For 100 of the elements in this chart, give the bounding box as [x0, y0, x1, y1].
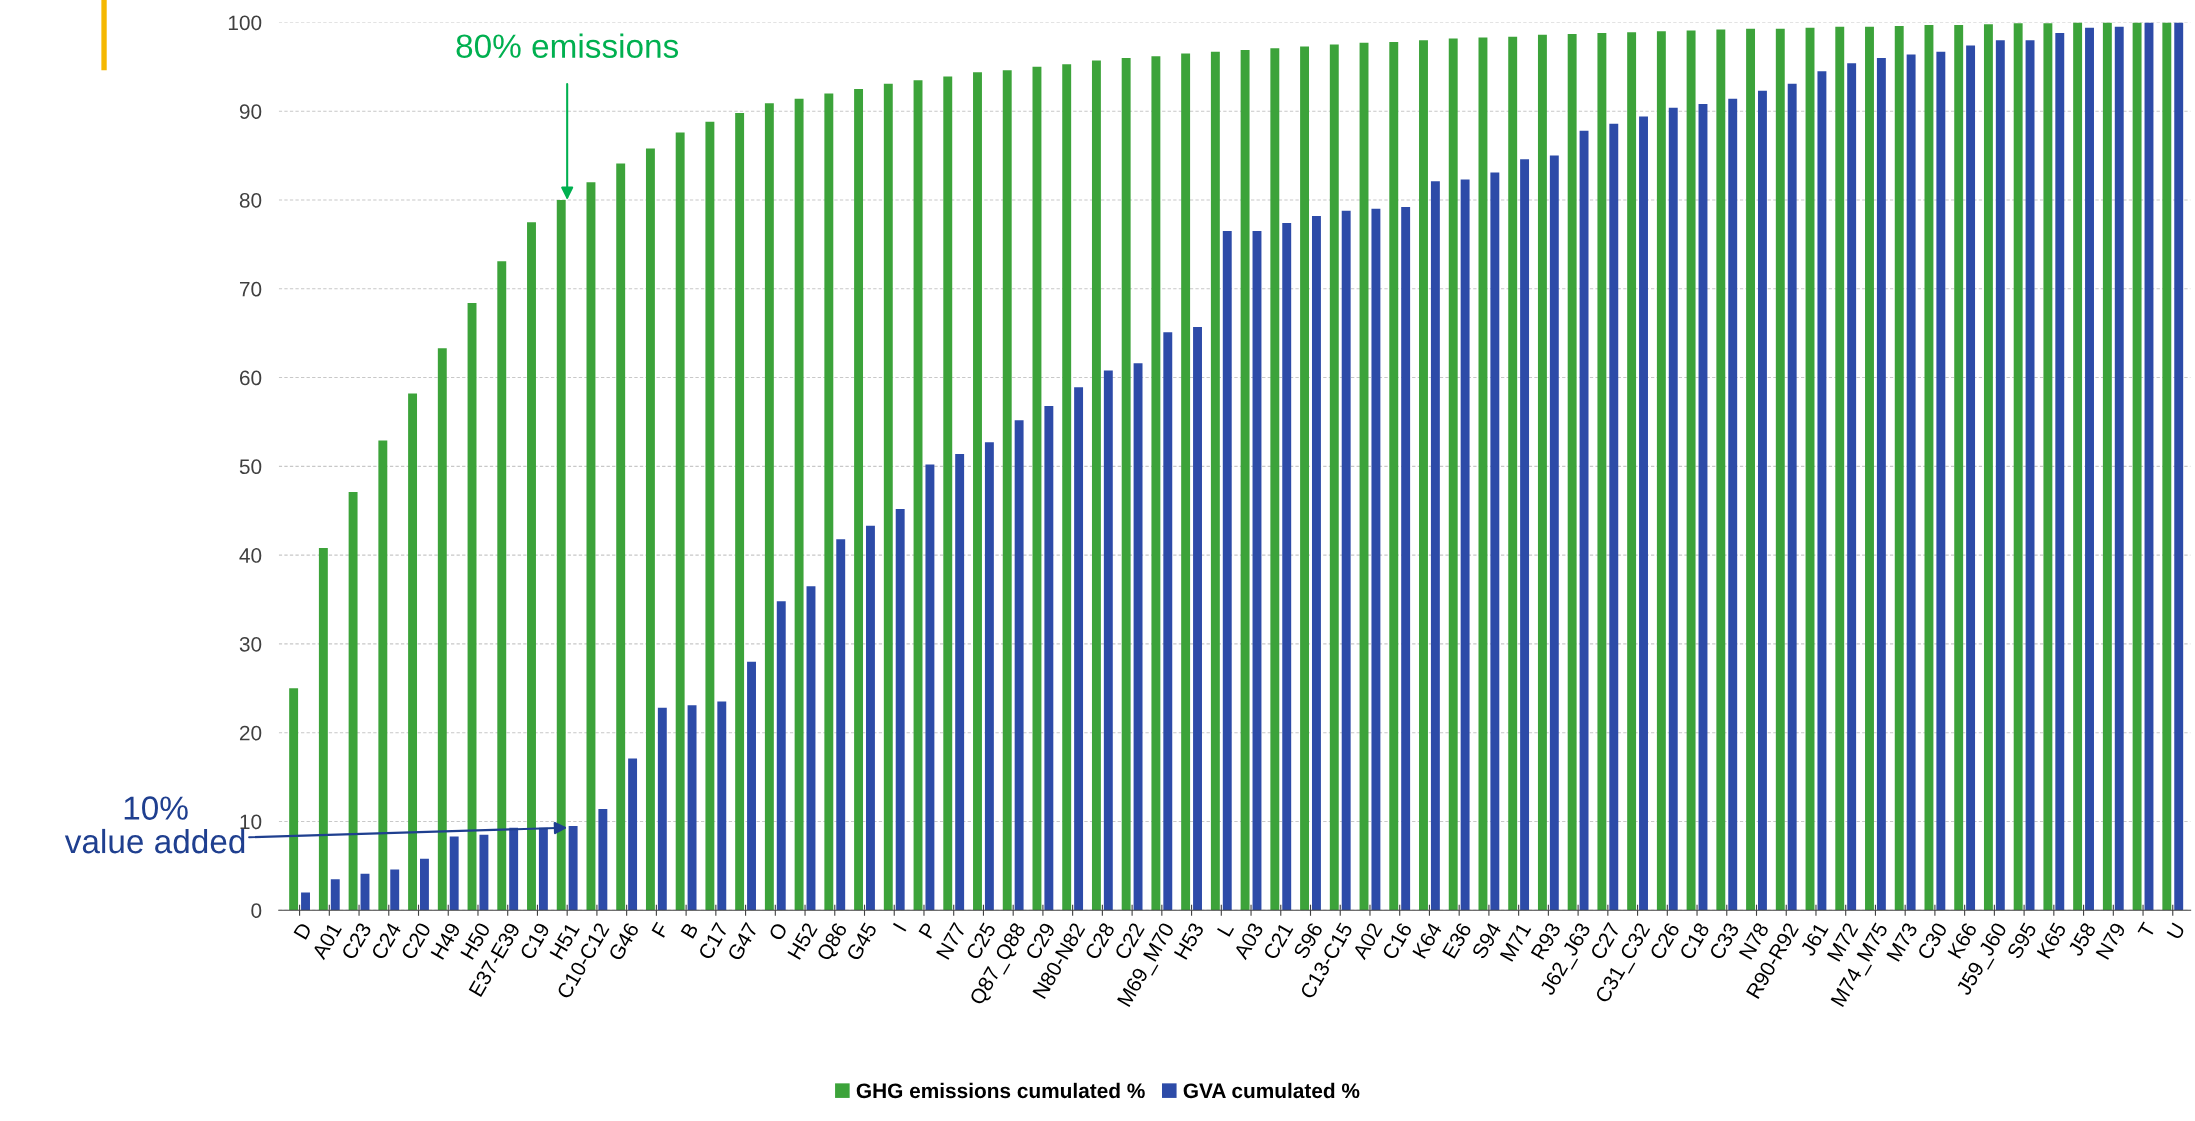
- bar: [1876, 57, 1886, 911]
- bar: [1775, 28, 1785, 911]
- x-tick-label: P: [918, 922, 937, 939]
- bar: [378, 440, 388, 911]
- bar: [1300, 46, 1310, 911]
- bar: [289, 688, 299, 911]
- x-tick-label: C20: [400, 921, 432, 961]
- bar: [348, 492, 358, 911]
- bar: [586, 182, 596, 911]
- bar: [1341, 210, 1351, 911]
- x-tick-label: C33: [1708, 921, 1740, 961]
- bar: [497, 261, 507, 911]
- bar: [776, 601, 786, 911]
- x-tick-label: C21: [1262, 921, 1294, 961]
- bar: [509, 827, 519, 911]
- legend-label: GHG emissions cumulated %: [856, 1082, 1145, 1099]
- bar: [1282, 223, 1292, 911]
- bar: [1062, 64, 1072, 911]
- bar: [1549, 155, 1559, 911]
- bar: [1252, 231, 1262, 911]
- bar: [527, 222, 536, 911]
- bar: [1728, 98, 1738, 911]
- bar: [1193, 326, 1202, 911]
- bar: [568, 825, 578, 911]
- bar: [1995, 40, 2005, 911]
- bar: [2073, 22, 2083, 911]
- y-tick-label: 0: [251, 903, 262, 919]
- x-tick-label: B: [680, 922, 699, 939]
- bar: [1817, 71, 1827, 911]
- bar: [1906, 54, 1916, 911]
- x-tick-label: A01: [311, 921, 343, 961]
- y-tick-label: 50: [239, 459, 262, 475]
- bar: [2132, 22, 2142, 911]
- legend-label: GVA cumulated %: [1183, 1082, 1360, 1099]
- x-tick-label: S94: [1471, 921, 1502, 960]
- bar: [747, 661, 756, 911]
- x-tick-label: I: [892, 922, 907, 932]
- bar: [1609, 123, 1619, 911]
- bar: [420, 858, 429, 911]
- bar: [2013, 23, 2023, 911]
- bar: [390, 869, 400, 911]
- bar: [1847, 63, 1857, 911]
- bar: [717, 701, 727, 911]
- bar: [2025, 40, 2035, 911]
- x-tick-label: D: [293, 921, 313, 940]
- bar: [1074, 387, 1084, 911]
- bar: [1716, 29, 1726, 911]
- annotation: 80% emissions: [456, 33, 679, 58]
- bar: [1460, 179, 1470, 911]
- bar: [318, 548, 328, 911]
- bar: [1579, 130, 1589, 911]
- bar: [1311, 215, 1321, 911]
- bar: [1597, 33, 1607, 911]
- bar: [1448, 38, 1458, 911]
- x-tick-label: J58: [2067, 921, 2097, 958]
- x-tick-label: O: [768, 921, 789, 942]
- bar: [2085, 27, 2094, 911]
- bar: [735, 112, 745, 911]
- x-tick-label: C18: [1678, 921, 1710, 961]
- bar: [330, 879, 340, 911]
- bar: [1151, 56, 1161, 911]
- bar: [2055, 33, 2065, 911]
- x-tick-label: C26: [1649, 921, 1681, 961]
- bar: [598, 809, 608, 911]
- x-tick-label: C28: [1084, 921, 1116, 961]
- x-tick-label: C24: [370, 921, 402, 961]
- x-tick-label: U: [2166, 922, 2186, 940]
- bar: [1746, 28, 1756, 911]
- bar: [1954, 25, 1964, 911]
- bar: [1936, 51, 1946, 911]
- x-tick-label: C30: [1916, 921, 1948, 961]
- bar: [2162, 22, 2172, 911]
- bar: [1163, 332, 1173, 911]
- bar: [836, 539, 846, 911]
- bar: [1627, 32, 1637, 911]
- bar: [1865, 26, 1874, 911]
- bar: [973, 72, 982, 911]
- bar: [1389, 41, 1399, 911]
- bar: [2144, 22, 2154, 911]
- bar: [437, 348, 447, 911]
- y-tick-label: 60: [239, 370, 262, 386]
- bar: [645, 148, 655, 911]
- bar: [301, 892, 310, 911]
- bar: [1757, 90, 1767, 911]
- x-tick-label: T: [2137, 921, 2156, 939]
- bar: [1805, 27, 1815, 911]
- bar: [1359, 42, 1369, 911]
- y-tick-label: 30: [239, 636, 262, 652]
- bar: [764, 103, 774, 911]
- bar: [1966, 45, 1976, 911]
- bar: [1639, 116, 1648, 911]
- y-tick-label: 80: [239, 192, 262, 208]
- bar: [1014, 420, 1024, 911]
- bar: [925, 464, 935, 911]
- bar: [1032, 66, 1042, 911]
- bar: [1698, 104, 1708, 911]
- bar: [2043, 23, 2053, 911]
- bar: [1537, 34, 1547, 911]
- bar: [1430, 181, 1440, 911]
- x-tick-label: J61: [1799, 921, 1829, 958]
